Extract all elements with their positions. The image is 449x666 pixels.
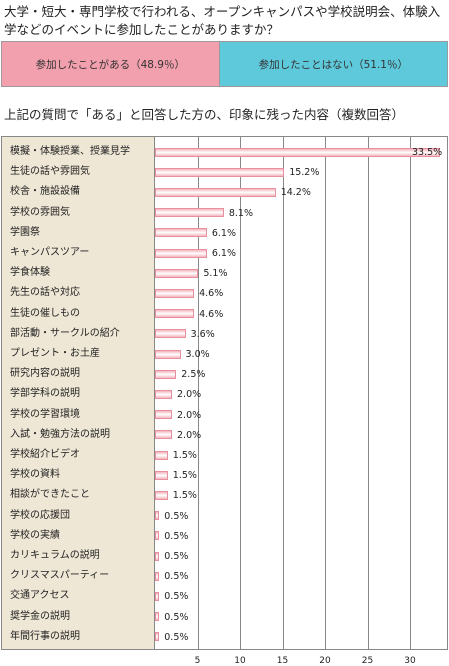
bar-value-label: 6.1%	[211, 227, 236, 239]
bar-value-label: 0.5%	[164, 571, 189, 583]
x-tick-label: 20	[319, 656, 331, 666]
bar-value-label: 4.6%	[199, 288, 224, 300]
category-label: クリスマスパーティー	[10, 570, 110, 582]
bar	[155, 511, 160, 521]
bar-value-label: 2.5%	[181, 369, 206, 381]
category-label: 学部学科の説明	[10, 388, 80, 400]
bar-chart-plot-area: 33.5% 15.2% 14.2% 8.1% 6.1% 6.1% 5.1% 4.6% 4.6% 3…	[155, 136, 448, 650]
category-label: 校舎・施設設備	[10, 186, 80, 198]
bar	[155, 329, 186, 339]
bar	[155, 228, 207, 238]
gridline-20	[325, 137, 326, 649]
bar	[155, 410, 172, 420]
question-1-text: 大学・短大・専門学校で行われる、オープンキャンパスや学校説明会、体験入学などのイ…	[4, 4, 441, 37]
category-label: 入試・勉強方法の説明	[10, 428, 110, 440]
bar	[155, 187, 276, 197]
category-label: 相談ができたこと	[10, 489, 90, 501]
bar	[155, 450, 168, 460]
category-label: 学校の実績	[10, 529, 60, 541]
bar-value-label: 14.2%	[280, 187, 311, 199]
category-labels-panel: 模擬・体験授業、授業見学 生徒の話や雰囲気 校舎・施設設備 学校の雰囲気 学園祭キャンパ…	[1, 136, 155, 650]
x-tick-label: 10	[234, 656, 246, 666]
bar	[155, 208, 224, 218]
bar-value-label: 3.6%	[190, 328, 215, 340]
bar-value-label: 0.5%	[164, 510, 189, 522]
bar-value-label: 0.5%	[164, 611, 189, 623]
participation-stacked-bar: 参加したことがある（48.9％） 参加したことはない（51.1％）	[1, 41, 448, 87]
category-label: 先生の話や対応	[10, 287, 80, 299]
category-label: 模擬・体験授業、授業見学	[10, 146, 130, 157]
bar	[155, 147, 440, 157]
gridline-5	[197, 137, 199, 649]
bar	[155, 531, 160, 541]
bar	[155, 268, 199, 278]
bar	[155, 248, 207, 258]
question-2-text: 上記の質問で「ある」と回答した方の、印象に残った内容（複数回答）	[4, 107, 405, 122]
category-label: 研究内容の説明	[10, 368, 80, 380]
bar-value-label: 4.6%	[199, 308, 224, 320]
category-label: 交通アクセス	[10, 590, 70, 602]
bar-value-label: 33.5%	[412, 147, 443, 158]
segment-not-participated-label: 参加したことはない（51.1％）	[258, 58, 408, 71]
category-label: プレゼント・お土産	[10, 348, 100, 359]
bar-value-label: 15.2%	[289, 167, 320, 179]
bar-value-label: 3.0%	[185, 349, 210, 360]
bar-value-label: 0.5%	[164, 530, 189, 542]
segment-participated-label: 参加したことがある（48.9％）	[35, 58, 185, 71]
category-label: キャンパスツアー	[10, 247, 90, 258]
segment-participated: 参加したことがある（48.9％）	[2, 42, 220, 86]
bar-value-label: 8.1%	[228, 207, 253, 219]
bar-value-label: 0.5%	[164, 591, 189, 603]
bar-value-label: 0.5%	[164, 631, 189, 643]
category-label: 学校の応援団	[10, 509, 70, 521]
bar-value-label: 6.1%	[211, 248, 236, 259]
bar	[155, 369, 177, 379]
bar-value-label: 2.0%	[177, 429, 202, 441]
segment-not-participated: 参加したことはない（51.1％）	[219, 42, 447, 86]
bar-value-label: 1.5%	[172, 490, 197, 502]
category-label: 学校の学習環境	[10, 408, 80, 420]
category-label: 学校紹介ビデオ	[10, 449, 80, 460]
bar	[155, 349, 181, 359]
x-tick-label: 30	[404, 656, 416, 666]
bar	[155, 470, 168, 480]
bar-value-label: 0.5%	[164, 551, 189, 562]
x-tick-label: 25	[361, 656, 374, 666]
category-label: 生徒の話や雰囲気	[10, 166, 90, 178]
bar-value-label: 1.5%	[172, 470, 197, 482]
category-label: 生徒の催しもの	[10, 307, 80, 319]
bar	[155, 612, 160, 622]
bar	[155, 571, 160, 581]
category-label: 部活動・サークルの紹介	[10, 327, 120, 339]
category-label: 学園祭	[10, 226, 40, 238]
bar	[155, 551, 160, 561]
bar-value-label: 2.0%	[177, 389, 202, 401]
gridline-25	[367, 137, 369, 649]
category-label: 学校の雰囲気	[10, 206, 70, 218]
bar	[155, 389, 172, 399]
gridline-15	[282, 137, 284, 649]
x-tick-label: 5	[194, 656, 201, 666]
category-label: 奨学金の説明	[10, 610, 70, 622]
bar	[155, 632, 160, 642]
bar-value-label: 2.0%	[177, 409, 202, 421]
gridline-10	[240, 137, 241, 649]
bar	[155, 167, 285, 177]
bar	[155, 309, 195, 319]
category-label: 学校の資料	[10, 469, 60, 481]
bar-value-label: 1.5%	[172, 450, 197, 461]
bar	[155, 430, 172, 440]
category-label: 年間行事の説明	[10, 630, 80, 642]
bar	[155, 288, 195, 298]
category-label: 学食体験	[10, 267, 50, 279]
bar-value-label: 5.1%	[203, 268, 228, 280]
gridline-30	[410, 137, 411, 649]
x-tick-label: 15	[276, 656, 289, 666]
bar	[155, 591, 160, 601]
category-label: カリキュラムの説明	[10, 550, 100, 561]
bar	[155, 490, 168, 500]
